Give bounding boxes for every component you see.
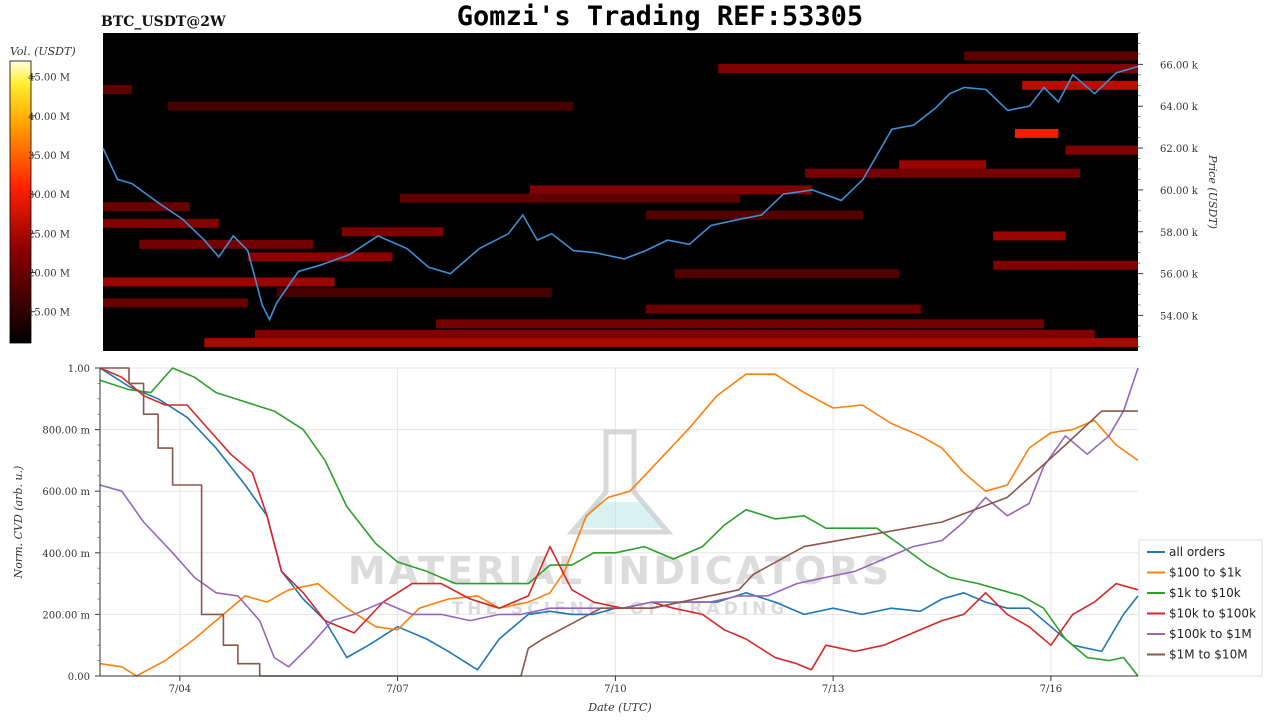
colorbar-tick-label: 15.00 M bbox=[28, 308, 70, 319]
legend-box bbox=[1138, 539, 1263, 677]
price-tick-label: 56.00 k bbox=[1160, 270, 1199, 281]
price-tick-label: 54.00 k bbox=[1160, 311, 1199, 322]
legend-entry: all orders bbox=[1169, 545, 1225, 559]
cvd-x-axis-label: Date (UTC) bbox=[587, 701, 651, 714]
colorbar-tick-label: 40.00 M bbox=[28, 112, 70, 123]
cvd-y-tick-label: 200.00 m bbox=[42, 610, 90, 621]
cvd-series-line bbox=[99, 367, 1139, 677]
heatmap-bands bbox=[103, 51, 1138, 348]
heatmap-band bbox=[103, 202, 190, 212]
cvd-y-tick-label: 600.00 m bbox=[42, 487, 90, 498]
heatmap-band bbox=[103, 277, 335, 287]
price-tick-label: 58.00 k bbox=[1160, 228, 1199, 239]
cvd-x-tick-label: 7/07 bbox=[386, 684, 408, 695]
legend-entry: $100 to $1k bbox=[1169, 566, 1241, 580]
watermark-brand: MATERIAL INDICATORS bbox=[348, 549, 892, 593]
legend-entry: $1k to $10k bbox=[1169, 586, 1241, 600]
price-axis-ticks: 54.00 k 56.00 k 58.00 k 60.00 k 62.00 k 64.00… bbox=[1138, 32, 1199, 348]
price-line bbox=[102, 65, 1139, 322]
cvd-x-tick-label: 7/04 bbox=[169, 684, 191, 695]
heatmap-band bbox=[103, 84, 132, 94]
colorbar-tick-label: 35.00 M bbox=[28, 151, 70, 162]
cvd-series-line bbox=[99, 373, 1139, 677]
heatmap-band bbox=[899, 160, 987, 170]
legend-entry: $10k to $100k bbox=[1169, 607, 1256, 621]
heatmap-band bbox=[1022, 80, 1138, 90]
price-tick-label: 62.00 k bbox=[1160, 144, 1199, 155]
heatmap-band bbox=[993, 260, 1138, 270]
cvd-y-tick-label: 800.00 m bbox=[42, 426, 90, 437]
colorbar-tick-label: 30.00 M bbox=[28, 190, 70, 201]
colorbar-tick-label: 20.00 M bbox=[28, 269, 70, 280]
cvd-y-tick-label: 0.00 bbox=[68, 672, 90, 683]
heatmap-band bbox=[139, 239, 313, 249]
cvd-x-tick-label: 7/10 bbox=[604, 684, 626, 695]
price-tick-label: 66.00 k bbox=[1160, 60, 1199, 71]
flask-icon bbox=[566, 429, 674, 535]
legend-entry: $100k to $1M bbox=[1169, 627, 1252, 641]
heatmap-band bbox=[276, 287, 552, 297]
cvd-y-tick-label: 1.00 bbox=[68, 364, 90, 375]
colorbar-label: Vol. (USDT) bbox=[10, 45, 76, 58]
heatmap-band bbox=[1065, 145, 1138, 155]
heatmap-band bbox=[254, 329, 1095, 339]
legend-entry: $1M to $10M bbox=[1169, 648, 1248, 662]
heatmap-band bbox=[1014, 128, 1059, 138]
cvd-series bbox=[99, 367, 1139, 677]
colorbar bbox=[9, 60, 32, 344]
chart-title: Gomzi's Trading REF:53305 bbox=[457, 1, 863, 32]
heatmap-band bbox=[341, 227, 444, 237]
price-tick-label: 64.00 k bbox=[1160, 102, 1199, 113]
heatmap-band bbox=[645, 304, 921, 314]
cvd-y-axis-label: Norm. CVD (arb. u.) bbox=[12, 466, 25, 580]
flask-liquid-icon bbox=[576, 502, 664, 528]
heatmap-band bbox=[718, 64, 1138, 74]
colorbar-ticks: 45.00 M 40.00 M 35.00 M 30.00 M 25.00 M 20.00… bbox=[28, 73, 70, 319]
cvd-x-tick-label: 7/13 bbox=[822, 684, 844, 695]
heatmap-band bbox=[103, 218, 219, 228]
heatmap-band bbox=[530, 185, 813, 195]
heatmap-band bbox=[247, 252, 393, 262]
cvd-y-tick-label: 400.00 m bbox=[42, 549, 90, 560]
heatmap-band bbox=[674, 269, 900, 279]
cvd-axes: 0.00 200.00 m 400.00 m 600.00 m 800.00 m 1.00… bbox=[42, 364, 1138, 695]
cvd-x-tick-label: 7/16 bbox=[1040, 684, 1062, 695]
heatmap-band bbox=[204, 338, 1138, 348]
colorbar-tick-label: 25.00 M bbox=[28, 229, 70, 240]
pair-label: BTC_USDT@2W bbox=[101, 14, 226, 30]
heatmap-band bbox=[805, 168, 1081, 178]
cvd-series-line bbox=[100, 367, 1138, 677]
price-tick-label: 60.00 k bbox=[1160, 186, 1199, 197]
heatmap-band bbox=[399, 193, 740, 203]
heatmap-band bbox=[435, 319, 1044, 329]
heatmap-band bbox=[645, 210, 863, 220]
legend: all orders $100 to $1k $1k to $10k $10k to … bbox=[1138, 539, 1263, 677]
cvd-plot-area bbox=[100, 368, 1138, 676]
heatmap-band bbox=[168, 101, 574, 111]
price-axis-label: Price (USDT) bbox=[1206, 154, 1219, 229]
heatmap-band bbox=[964, 51, 1138, 61]
colorbar-tick-label: 45.00 M bbox=[28, 73, 70, 84]
heatmap-band bbox=[103, 298, 248, 308]
heatmap-band bbox=[993, 231, 1066, 241]
